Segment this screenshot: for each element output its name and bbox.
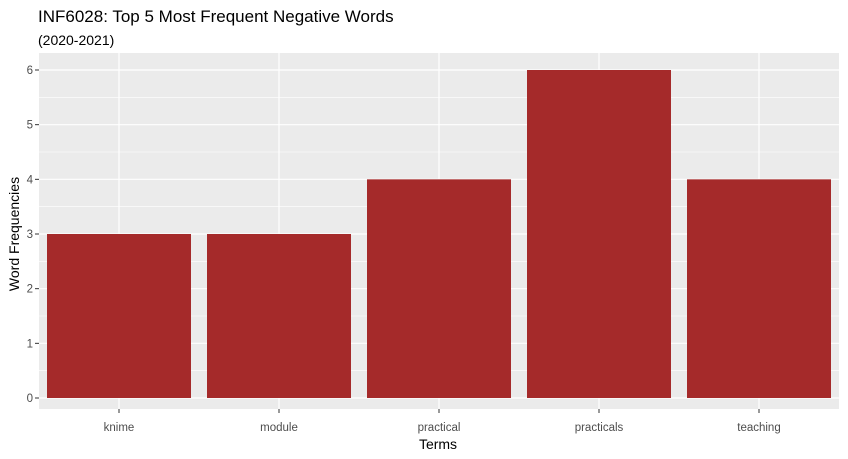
bar-practicals <box>527 70 671 398</box>
x-tick-label: practicals <box>575 422 624 434</box>
y-tick-label: 2 <box>27 284 33 296</box>
y-axis: 0 1 2 3 4 5 6 <box>27 65 39 405</box>
y-tick-label: 5 <box>27 120 33 132</box>
bars <box>47 70 831 398</box>
x-tick-label: teaching <box>737 422 780 434</box>
y-tick-label: 3 <box>27 229 33 241</box>
x-axis-title: Terms <box>419 436 457 452</box>
x-tick-label: knime <box>104 422 135 434</box>
x-axis: knime module practical practicals teaching <box>104 409 781 434</box>
chart-title: INF6028: Top 5 Most Frequent Negative Wo… <box>38 7 394 26</box>
x-tick-label: module <box>260 422 298 434</box>
bar-module <box>207 234 351 398</box>
x-tick-label: practical <box>418 422 461 434</box>
y-tick-label: 6 <box>27 65 33 77</box>
y-axis-title: Word Frequencies <box>6 177 22 291</box>
y-tick-label: 1 <box>27 338 33 350</box>
bar-teaching <box>687 179 831 398</box>
bar-practical <box>367 179 511 398</box>
bar-knime <box>47 234 191 398</box>
y-tick-label: 0 <box>27 393 33 405</box>
chart-subtitle: (2020-2021) <box>38 32 114 48</box>
y-tick-label: 4 <box>27 174 34 186</box>
